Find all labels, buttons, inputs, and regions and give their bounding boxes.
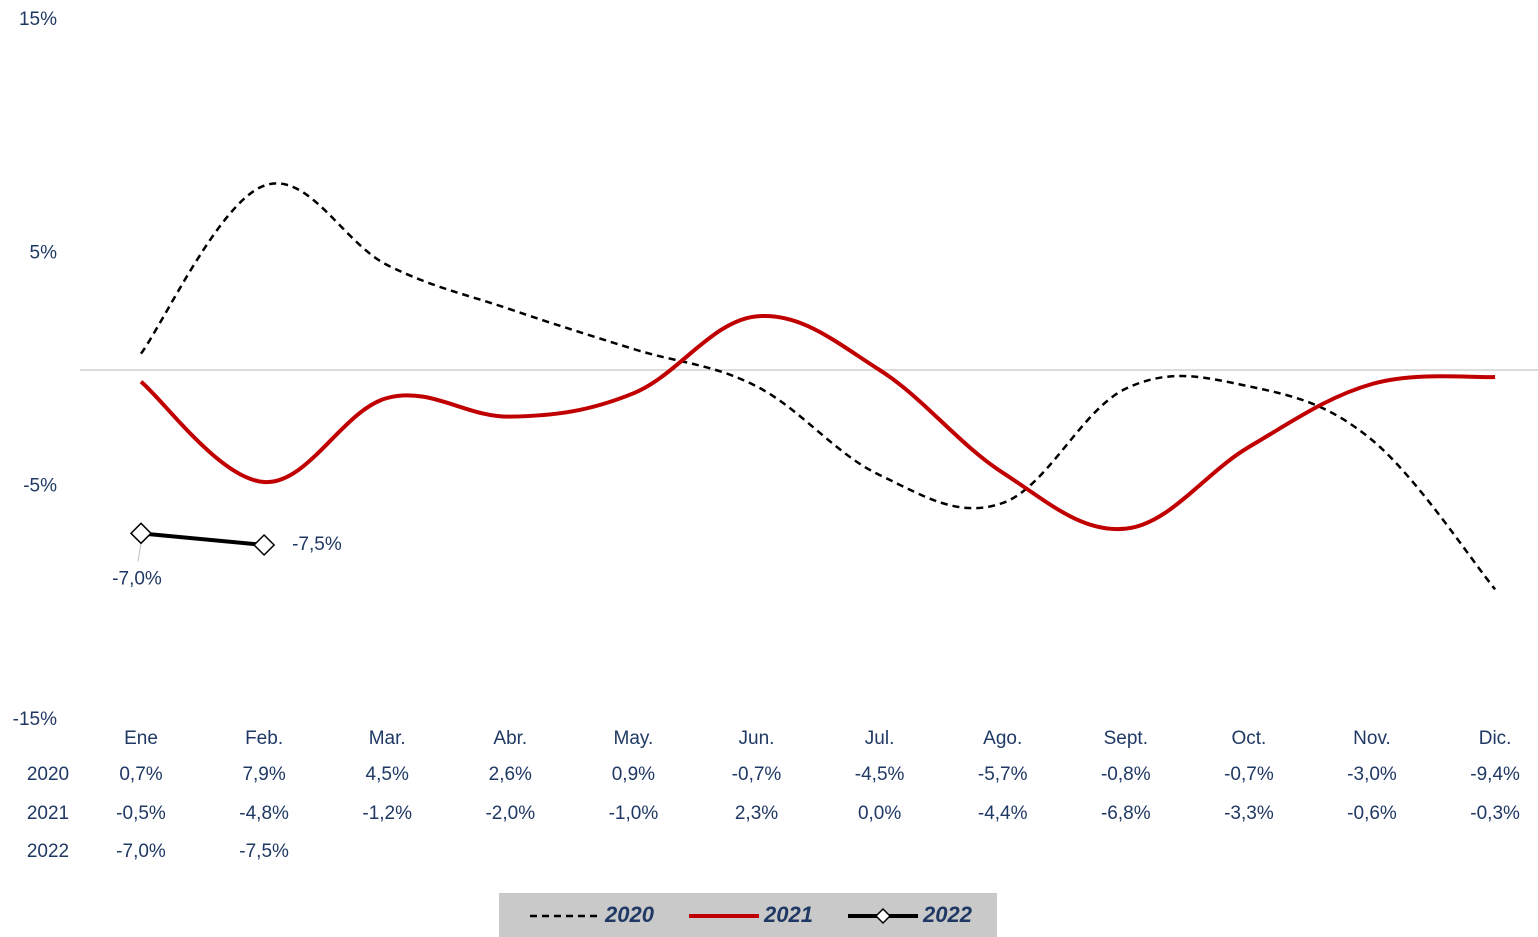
table-cell: -1,0% <box>609 803 659 824</box>
table-cell: -0,7% <box>732 764 782 785</box>
x-category-label: Ago. <box>983 728 1022 749</box>
x-category-label: Ene <box>124 728 158 749</box>
legend-2022-marker <box>874 907 892 925</box>
table-cell: -1,2% <box>362 803 412 824</box>
x-category-label: Jun. <box>739 728 775 749</box>
series-2022-marker <box>253 533 276 557</box>
table-cell: -9,4% <box>1470 764 1520 785</box>
legend-2022-label: 2022 <box>922 902 973 927</box>
table-cell: -4,4% <box>978 803 1028 824</box>
table-cell: -0,3% <box>1470 803 1520 824</box>
table-cell: -7,0% <box>116 841 166 862</box>
y-tick-label: 5% <box>30 242 58 263</box>
table-cell: 0,0% <box>858 803 901 824</box>
table-cell: -0,7% <box>1224 764 1274 785</box>
table-cell: -7,5% <box>239 841 289 862</box>
table-cell: 2,3% <box>735 803 778 824</box>
x-category-label: Abr. <box>493 728 527 749</box>
table-cell: 7,9% <box>242 764 285 785</box>
table-cell: -4,8% <box>239 803 289 824</box>
table-row-label: 2020 <box>27 764 69 785</box>
series-2020-line <box>139 182 1497 591</box>
y-tick-label: 15% <box>19 9 57 30</box>
data-label-2022-feb: -7,5% <box>292 534 342 555</box>
x-category-label: Nov. <box>1353 728 1391 749</box>
x-category-label: Sept. <box>1104 728 1148 749</box>
x-category-label: Jul. <box>865 728 895 749</box>
table-cell: -2,0% <box>485 803 535 824</box>
table-cell: -6,8% <box>1101 803 1151 824</box>
label-leader-line <box>137 543 142 562</box>
legend-2021-label: 2021 <box>763 902 813 927</box>
series-2022-marker <box>129 522 153 545</box>
table-cell: 2,6% <box>489 764 532 785</box>
table-cell: -4,5% <box>855 764 905 785</box>
x-category-label: Dic. <box>1479 728 1512 749</box>
table-cell: 0,9% <box>612 764 655 785</box>
table-row-label: 2021 <box>27 803 69 824</box>
x-category-label: Oct. <box>1231 728 1266 749</box>
table-cell: -0,6% <box>1347 803 1397 824</box>
table-cell: -3,3% <box>1224 803 1274 824</box>
y-tick-label: -15% <box>13 709 57 730</box>
table-row-label: 2022 <box>27 841 69 862</box>
y-tick-label: -5% <box>23 476 57 497</box>
data-label-2022-ene: -7,0% <box>112 568 162 589</box>
table-cell: -3,0% <box>1347 764 1397 785</box>
x-category-label: Mar. <box>369 728 406 749</box>
table-cell: -0,5% <box>116 803 166 824</box>
series-2022-line <box>140 531 265 547</box>
table-cell: 0,7% <box>119 764 162 785</box>
legend-2020-label: 2020 <box>604 902 655 927</box>
table-cell: -0,8% <box>1101 764 1151 785</box>
table-cell: -5,7% <box>978 764 1028 785</box>
table-cell: 4,5% <box>366 764 409 785</box>
x-category-label: May. <box>614 728 654 749</box>
x-category-label: Feb. <box>245 728 283 749</box>
series-2021-line <box>139 313 1496 532</box>
